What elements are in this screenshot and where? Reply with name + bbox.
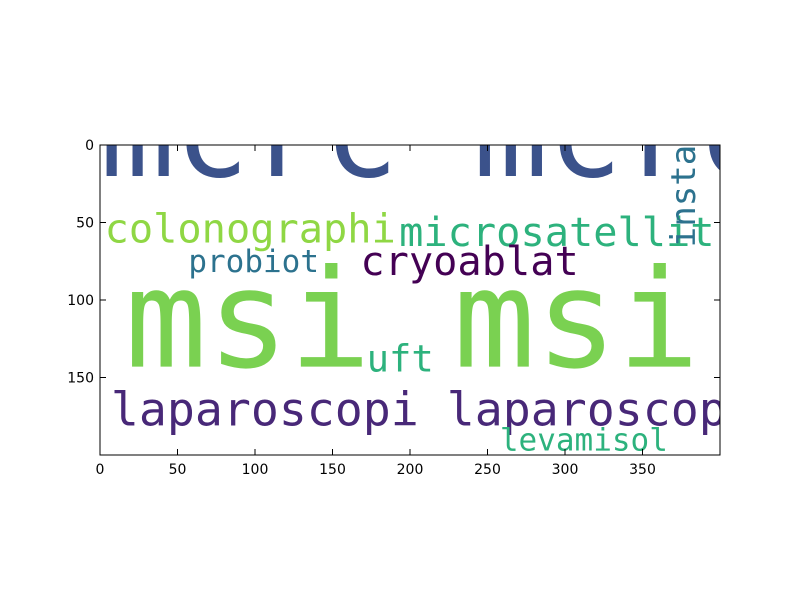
x-tick-label: 150 (319, 462, 346, 478)
y-tick-label: 50 (76, 216, 94, 232)
x-tick-label: 250 (474, 462, 501, 478)
y-tick-label: 100 (67, 293, 94, 309)
x-tick-label: 100 (242, 462, 269, 478)
word-colonographi-1: colonographi (105, 206, 396, 253)
x-tick-label: 0 (96, 462, 105, 478)
word-levamisol-9: levamisol (500, 422, 668, 458)
word-cryoablat-4: cryoablat (360, 238, 578, 285)
y-tick-label: 150 (67, 371, 94, 387)
word-instabl-6: instabl (664, 104, 704, 248)
x-tick-label: 200 (397, 462, 424, 478)
y-axis: 0 50 100 150 (67, 138, 720, 387)
x-tick-label: 300 (552, 462, 579, 478)
word-microsatellit-2: microsatellit (399, 209, 714, 256)
y-tick-label: 0 (85, 138, 94, 154)
word-mcrc-0: mcrc mcrc (100, 62, 772, 206)
axes-background (100, 145, 720, 455)
word-probiot-3: probiot (188, 244, 319, 280)
x-tick-label: 350 (629, 462, 656, 478)
word-uft-7: uft (367, 336, 434, 380)
x-tick-label: 50 (169, 462, 187, 478)
word-msi-5: msi msi (125, 241, 700, 400)
word-laparoscopi-8: laparoscopi laparoscopi (111, 383, 755, 437)
x-axis: 0 50 100 150 200 250 300 350 (96, 145, 656, 478)
